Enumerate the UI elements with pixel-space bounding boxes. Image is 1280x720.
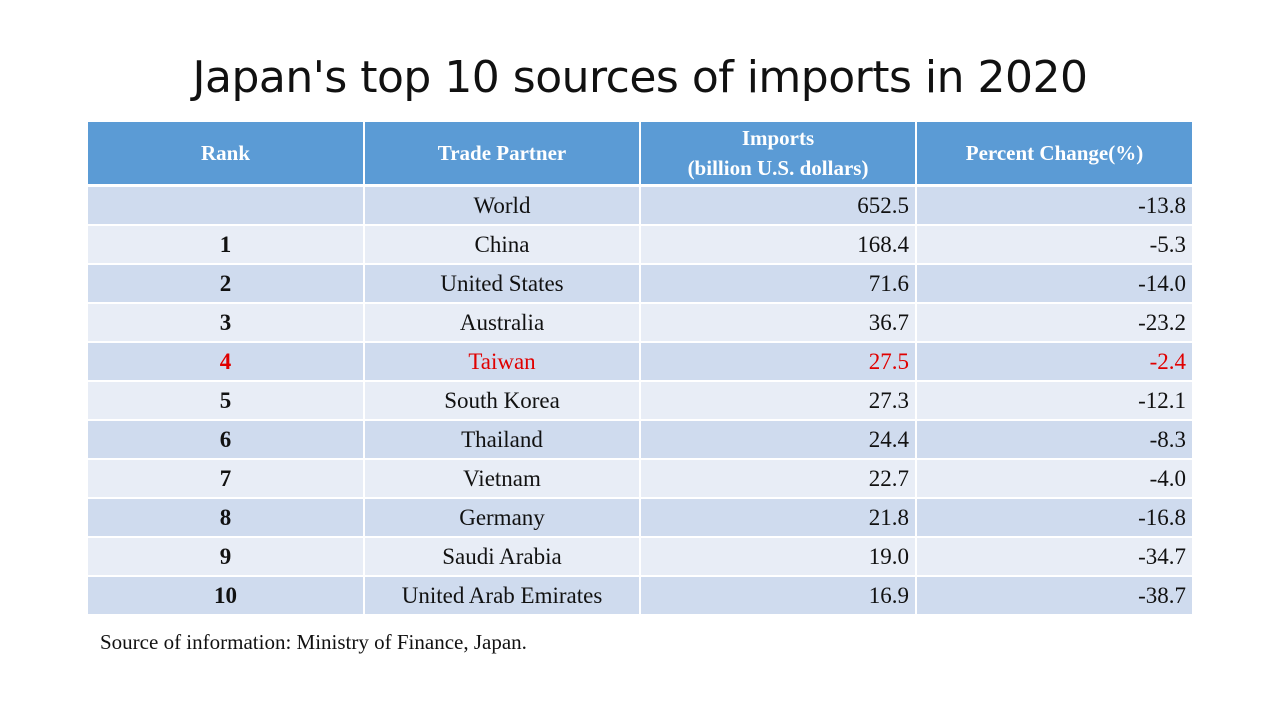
cell-percent-change: -13.8 [916, 185, 1192, 226]
cell-rank: 4 [88, 342, 365, 382]
cell-trade-partner: Australia [364, 303, 641, 343]
cell-rank: 10 [88, 576, 365, 616]
cell-imports: 16.9 [640, 576, 917, 616]
cell-percent-change: -2.4 [916, 342, 1192, 382]
cell-imports: 36.7 [640, 303, 917, 343]
cell-imports: 168.4 [640, 225, 917, 265]
cell-trade-partner: Vietnam [364, 459, 641, 499]
cell-rank: 2 [88, 264, 365, 304]
table-row: 5 South Korea 27.3 -12.1 [88, 381, 1192, 421]
table-row: 1 China 168.4 -5.3 [88, 225, 1192, 265]
cell-trade-partner: Taiwan [364, 342, 641, 382]
cell-trade-partner: Germany [364, 498, 641, 538]
table-row: 7 Vietnam 22.7 -4.0 [88, 459, 1192, 499]
header-percent-change: Percent Change(%) [916, 122, 1192, 187]
cell-rank: 9 [88, 537, 365, 577]
cell-trade-partner: World [364, 185, 641, 226]
cell-imports: 652.5 [640, 185, 917, 226]
cell-percent-change: -34.7 [916, 537, 1192, 577]
table-row: 9 Saudi Arabia 19.0 -34.7 [88, 537, 1192, 577]
cell-percent-change: -8.3 [916, 420, 1192, 460]
table-body: World 652.5 -13.8 1 China 168.4 -5.3 2 United St… [88, 185, 1192, 616]
header-row: Rank Trade Partner Imports (billion U.S.… [88, 122, 1192, 187]
cell-trade-partner: Thailand [364, 420, 641, 460]
cell-percent-change: -4.0 [916, 459, 1192, 499]
cell-percent-change: -16.8 [916, 498, 1192, 538]
table-row: 3 Australia 36.7 -23.2 [88, 303, 1192, 343]
table-row: World 652.5 -13.8 [88, 185, 1192, 226]
cell-percent-change: -14.0 [916, 264, 1192, 304]
cell-rank: 8 [88, 498, 365, 538]
table-row: 4 Taiwan 27.5 -2.4 [88, 342, 1192, 382]
cell-rank: 7 [88, 459, 365, 499]
cell-imports: 27.3 [640, 381, 917, 421]
cell-imports: 24.4 [640, 420, 917, 460]
cell-trade-partner: Saudi Arabia [364, 537, 641, 577]
header-imports-line2: (billion U.S. dollars) [687, 156, 869, 180]
cell-imports: 19.0 [640, 537, 917, 577]
table-row: 10 United Arab Emirates 16.9 -38.7 [88, 576, 1192, 616]
cell-rank: 3 [88, 303, 365, 343]
chart-title: Japan's top 10 sources of imports in 202… [192, 52, 1088, 103]
cell-imports: 71.6 [640, 264, 917, 304]
source-note: Source of information: Ministry of Finan… [100, 630, 527, 654]
imports-table: Rank Trade Partner Imports (billion U.S.… [88, 122, 1192, 616]
table-row: 8 Germany 21.8 -16.8 [88, 498, 1192, 538]
cell-trade-partner: United States [364, 264, 641, 304]
cell-rank [88, 185, 365, 226]
cell-percent-change: -23.2 [916, 303, 1192, 343]
cell-imports: 21.8 [640, 498, 917, 538]
cell-percent-change: -12.1 [916, 381, 1192, 421]
cell-trade-partner: China [364, 225, 641, 265]
cell-imports: 22.7 [640, 459, 917, 499]
cell-rank: 1 [88, 225, 365, 265]
cell-imports: 27.5 [640, 342, 917, 382]
cell-rank: 5 [88, 381, 365, 421]
cell-percent-change: -38.7 [916, 576, 1192, 616]
header-imports-line1: Imports [741, 126, 815, 150]
header-trade-partner: Trade Partner [364, 122, 641, 187]
header-imports: Imports (billion U.S. dollars) [640, 122, 917, 187]
cell-percent-change: -5.3 [916, 225, 1192, 265]
cell-rank: 6 [88, 420, 365, 460]
cell-trade-partner: United Arab Emirates [364, 576, 641, 616]
table-row: 6 Thailand 24.4 -8.3 [88, 420, 1192, 460]
table-row: 2 United States 71.6 -14.0 [88, 264, 1192, 304]
header-rank: Rank [88, 122, 365, 187]
cell-trade-partner: South Korea [364, 381, 641, 421]
